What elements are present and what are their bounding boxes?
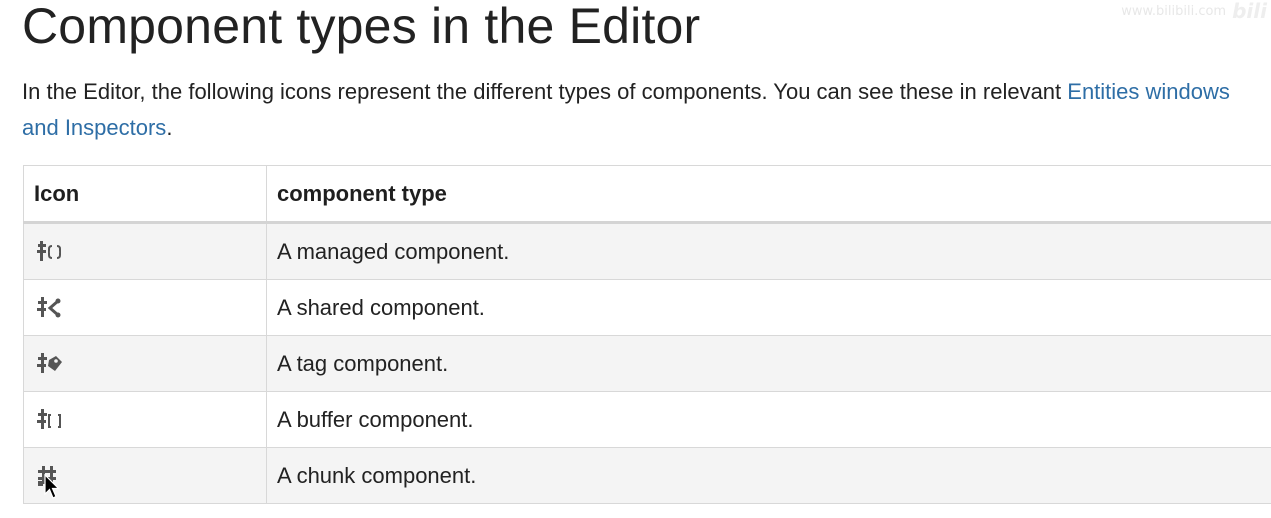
icon-cell (23, 222, 267, 280)
shared-component-icon (34, 296, 256, 320)
icon-cell (23, 335, 267, 392)
icon-cell (23, 279, 267, 336)
entities-inspectors-link[interactable]: Entities windows and Inspectors (22, 79, 1230, 140)
header-icon: Icon (23, 165, 267, 224)
watermark-logo: bili (1232, 0, 1267, 23)
tag-component-icon (34, 352, 256, 376)
intro-paragraph: In the Editor, the following icons repre… (22, 74, 1262, 146)
table-row: A chunk component. (23, 447, 1271, 504)
component-type-label: A tag component. (266, 335, 1271, 392)
watermark: www.bilibili.com bili (1121, 0, 1267, 23)
table-header-row: Icon component type (23, 165, 1271, 224)
header-component-type: component type (266, 165, 1271, 224)
mouse-cursor-icon (44, 474, 60, 499)
chunk-component-icon (34, 464, 256, 488)
table-row: A managed component. (23, 222, 1271, 280)
icon-cell (23, 391, 267, 448)
component-type-label: A managed component. (266, 222, 1271, 280)
table-row: A shared component. (23, 279, 1271, 336)
buffer-component-icon (34, 408, 256, 432)
component-type-label: A buffer component. (266, 391, 1271, 448)
managed-component-icon (34, 240, 256, 264)
table-row: A buffer component. (23, 391, 1271, 448)
table-row: A tag component. (23, 335, 1271, 392)
component-types-table: Icon component type A managed component. (23, 165, 1271, 504)
component-type-label: A shared component. (266, 279, 1271, 336)
intro-end: . (166, 115, 173, 140)
intro-text: In the Editor, the following icons repre… (22, 79, 1068, 104)
component-type-label: A chunk component. (266, 447, 1271, 504)
page-title: Component types in the Editor (22, 0, 701, 54)
icon-cell (23, 447, 267, 504)
watermark-text: www.bilibili.com (1121, 3, 1227, 19)
